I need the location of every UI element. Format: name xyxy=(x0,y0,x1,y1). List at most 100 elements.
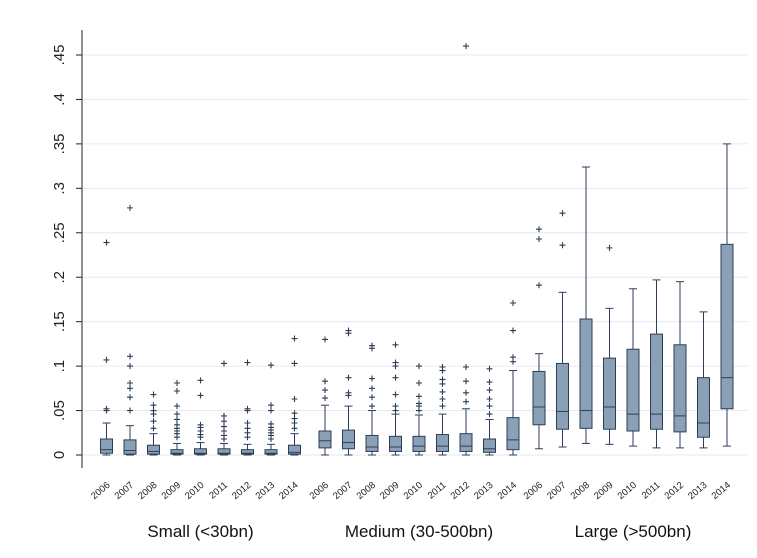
box-iqr xyxy=(650,333,663,430)
x-tick-label: 2006 xyxy=(89,480,112,502)
boxes xyxy=(100,43,734,456)
outlier-point xyxy=(486,387,493,394)
outlier-point xyxy=(291,410,298,417)
box-2-2006 xyxy=(532,226,546,450)
x-tick-label: 2014 xyxy=(277,480,300,502)
outlier-point xyxy=(463,398,469,405)
x-tick-label: 2006 xyxy=(522,480,545,502)
box-iqr xyxy=(264,449,278,455)
box-0-2014 xyxy=(288,335,301,456)
outlier-point xyxy=(439,403,446,410)
outlier-point xyxy=(291,415,298,422)
box-iqr xyxy=(720,243,734,410)
x-tick-label: 2014 xyxy=(496,480,519,502)
outlier-point xyxy=(322,378,328,385)
box-iqr xyxy=(318,430,332,449)
outlier-point xyxy=(291,360,298,367)
grid-lines xyxy=(82,54,748,456)
outlier-point xyxy=(221,412,227,419)
outlier-point xyxy=(559,210,566,217)
outlier-point xyxy=(416,393,422,400)
box-0-2008 xyxy=(147,391,160,456)
x-tick-label: 2013 xyxy=(686,480,709,502)
box-2-2008 xyxy=(579,166,593,444)
outlier-point xyxy=(369,403,375,410)
x-tick-label: 2014 xyxy=(710,480,733,502)
outlier-point xyxy=(486,365,493,372)
outlier-point xyxy=(369,342,375,349)
box-iqr xyxy=(288,444,301,455)
x-tick-label: 2008 xyxy=(569,480,592,502)
outlier-point xyxy=(150,402,157,409)
outlier-point xyxy=(486,395,493,402)
box-1-2010 xyxy=(412,363,426,456)
outlier-point xyxy=(268,420,274,427)
box-1-2013 xyxy=(483,365,496,456)
outlier-point xyxy=(150,407,157,414)
box-iqr xyxy=(217,448,231,455)
box-iqr xyxy=(459,433,473,452)
box-iqr xyxy=(147,444,160,455)
box-iqr xyxy=(342,429,355,450)
box-2-2009 xyxy=(603,244,616,445)
box-1-2011 xyxy=(436,363,449,456)
outlier-point xyxy=(103,239,110,246)
outlier-point xyxy=(463,43,469,50)
box-0-2012 xyxy=(241,359,254,456)
outlier-point xyxy=(463,378,469,385)
outlier-point xyxy=(103,356,110,363)
outlier-point xyxy=(416,400,422,407)
x-tick-label: 2012 xyxy=(449,480,472,502)
outlier-point xyxy=(345,389,352,396)
outlier-point xyxy=(268,407,274,414)
outlier-point xyxy=(127,407,133,414)
outlier-point xyxy=(536,282,542,289)
outlier-point xyxy=(486,411,493,418)
outlier-point xyxy=(150,418,157,425)
outlier-point xyxy=(244,420,251,426)
box-0-2006 xyxy=(100,239,113,456)
outlier-point xyxy=(150,391,157,398)
box-2-2014 xyxy=(720,143,734,447)
outlier-point xyxy=(439,363,446,370)
box-2-2012 xyxy=(673,281,687,449)
box-iqr xyxy=(556,362,569,430)
outlier-point xyxy=(486,403,493,410)
outlier-point xyxy=(174,403,180,410)
outlier-point xyxy=(174,416,180,423)
outlier-point xyxy=(416,363,422,370)
outlier-point xyxy=(510,299,516,306)
x-tick-label: 2010 xyxy=(183,480,206,502)
outlier-point xyxy=(127,204,133,211)
x-tick-label: 2007 xyxy=(331,480,354,502)
outlier-point xyxy=(244,405,251,412)
y-tick-label: .1 xyxy=(51,360,68,373)
x-tick-label: 2011 xyxy=(426,480,449,502)
box-1-2009 xyxy=(389,341,402,456)
box-iqr xyxy=(170,449,184,455)
box-iqr xyxy=(412,435,426,452)
outlier-point xyxy=(174,421,180,428)
x-tick-label: 2012 xyxy=(230,480,253,502)
outlier-point xyxy=(268,362,274,369)
x-tick-labels: 2006 2007 2008 2009 2010 2011 2012 2013 2014 2006… xyxy=(89,480,733,502)
box-0-2007 xyxy=(123,204,137,456)
y-tick-label: 0 xyxy=(51,451,68,459)
box-1-2012 xyxy=(459,43,473,456)
x-tick-label: 2010 xyxy=(616,480,639,502)
outlier-point xyxy=(174,411,180,418)
outlier-point xyxy=(463,363,469,370)
group-labels: Small (<30bn) Medium (30-500bn) Large (>50… xyxy=(147,522,691,541)
x-tick-label: 2007 xyxy=(545,480,568,502)
x-tick-label: 2010 xyxy=(402,480,425,502)
group-label: Medium (30-500bn) xyxy=(345,522,493,541)
outlier-point xyxy=(392,391,399,398)
outlier-point xyxy=(244,359,251,366)
outlier-point xyxy=(221,418,227,425)
box-iqr xyxy=(194,448,207,455)
box-2-2007 xyxy=(556,210,569,448)
y-tick-label: .15 xyxy=(51,311,68,332)
box-1-2006 xyxy=(318,336,332,456)
outlier-point xyxy=(268,402,274,409)
outlier-point xyxy=(392,359,399,366)
